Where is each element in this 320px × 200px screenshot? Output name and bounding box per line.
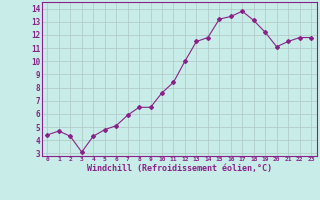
X-axis label: Windchill (Refroidissement éolien,°C): Windchill (Refroidissement éolien,°C) xyxy=(87,164,272,173)
